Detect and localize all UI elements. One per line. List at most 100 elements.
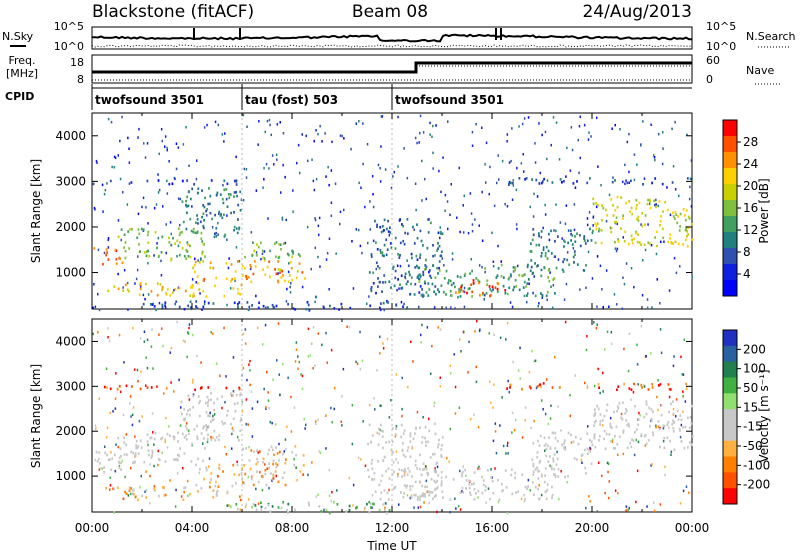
echo-cell [514, 471, 517, 475]
echo-cell [655, 426, 657, 429]
echo-cell [222, 201, 225, 205]
echo-cell [258, 450, 261, 453]
echo-cell [628, 242, 630, 246]
echo-cell [339, 222, 341, 226]
echo-cell [268, 167, 270, 170]
echo-cell [462, 330, 465, 333]
echo-cell [600, 229, 603, 232]
echo-cell [307, 159, 309, 163]
echo-cell [601, 288, 603, 291]
echo-cell [411, 475, 413, 478]
echo-cell [218, 467, 221, 471]
echo-cell [225, 197, 228, 201]
echo-cell [482, 291, 484, 295]
echo-cell [371, 458, 373, 462]
echo-cell [487, 487, 490, 490]
echo-cell [217, 123, 220, 127]
echo-cell [185, 257, 188, 261]
echo-cell [375, 291, 377, 295]
echo-cell [579, 244, 582, 248]
echo-cell [594, 411, 597, 415]
echo-cell [421, 199, 423, 202]
echo-cell [546, 483, 549, 486]
echo-cell [168, 236, 170, 240]
echo-cell [462, 290, 465, 293]
echo-cell [201, 308, 203, 311]
echo-cell [528, 371, 531, 374]
echo-cell [586, 223, 589, 227]
nave-tick-high: 60 [706, 54, 720, 67]
echo-cell [523, 500, 526, 503]
echo-cell [559, 221, 562, 224]
echo-cell [447, 281, 450, 285]
echo-cell [192, 266, 194, 270]
echo-cell [179, 223, 181, 227]
echo-cell [262, 304, 265, 308]
echo-cell [205, 295, 208, 298]
echo-cell [471, 269, 473, 273]
echo-cell [663, 436, 666, 440]
echo-cell [361, 359, 364, 363]
echo-cell [162, 344, 164, 348]
echo-cell [616, 222, 618, 226]
echo-cell [376, 248, 379, 251]
echo-cell [602, 206, 605, 210]
echo-cell [118, 461, 121, 465]
echo-cell [499, 424, 501, 427]
echo-cell [288, 274, 291, 277]
echo-cell [538, 302, 540, 305]
echo-cell [328, 468, 331, 472]
echo-cell [465, 474, 467, 477]
echo-cell [249, 467, 252, 471]
colorbar-swatch [723, 440, 737, 457]
echo-cell [666, 186, 668, 189]
echo-cell [662, 236, 665, 240]
echo-cell [650, 123, 652, 126]
echo-cell [103, 385, 106, 389]
echo-cell [113, 285, 116, 288]
echo-cell [409, 432, 412, 435]
echo-cell [572, 255, 575, 259]
echo-cell [433, 404, 435, 408]
echo-cell [161, 451, 163, 455]
echo-cell [418, 305, 420, 309]
echo-cell [119, 139, 121, 143]
echo-cell [352, 483, 355, 487]
echo-cell [500, 482, 503, 486]
echo-cell [617, 238, 619, 241]
echo-cell [481, 265, 483, 269]
echo-cell [416, 276, 419, 279]
echo-cell [346, 325, 348, 328]
echo-cell [295, 453, 297, 457]
echo-cell [687, 233, 689, 236]
echo-cell [265, 407, 267, 410]
echo-cell [179, 447, 181, 450]
echo-cell [383, 455, 386, 459]
echo-cell [263, 257, 266, 260]
echo-cell [624, 163, 626, 167]
echo-cell [149, 474, 151, 478]
echo-cell [395, 450, 398, 453]
echo-cell [118, 465, 121, 468]
echo-cell [134, 454, 137, 457]
echo-cell [231, 278, 234, 281]
echo-cell [333, 500, 335, 504]
echo-cell [277, 322, 280, 325]
echo-cell [274, 268, 276, 271]
echo-cell [164, 438, 166, 442]
echo-cell [644, 248, 647, 252]
echo-cell [615, 220, 617, 224]
echo-cell [640, 325, 643, 328]
echo-cell [461, 490, 463, 493]
echo-cell [512, 184, 515, 187]
beam-label: Beam 08 [352, 2, 428, 22]
echo-cell [195, 281, 197, 284]
echo-cell [111, 165, 113, 169]
echo-cell [330, 499, 332, 503]
echo-cell [141, 205, 143, 209]
echo-cell [105, 486, 107, 490]
echo-cell [548, 279, 551, 283]
echo-cell [632, 439, 635, 442]
echo-cell [295, 466, 297, 469]
echo-cell [368, 475, 370, 478]
